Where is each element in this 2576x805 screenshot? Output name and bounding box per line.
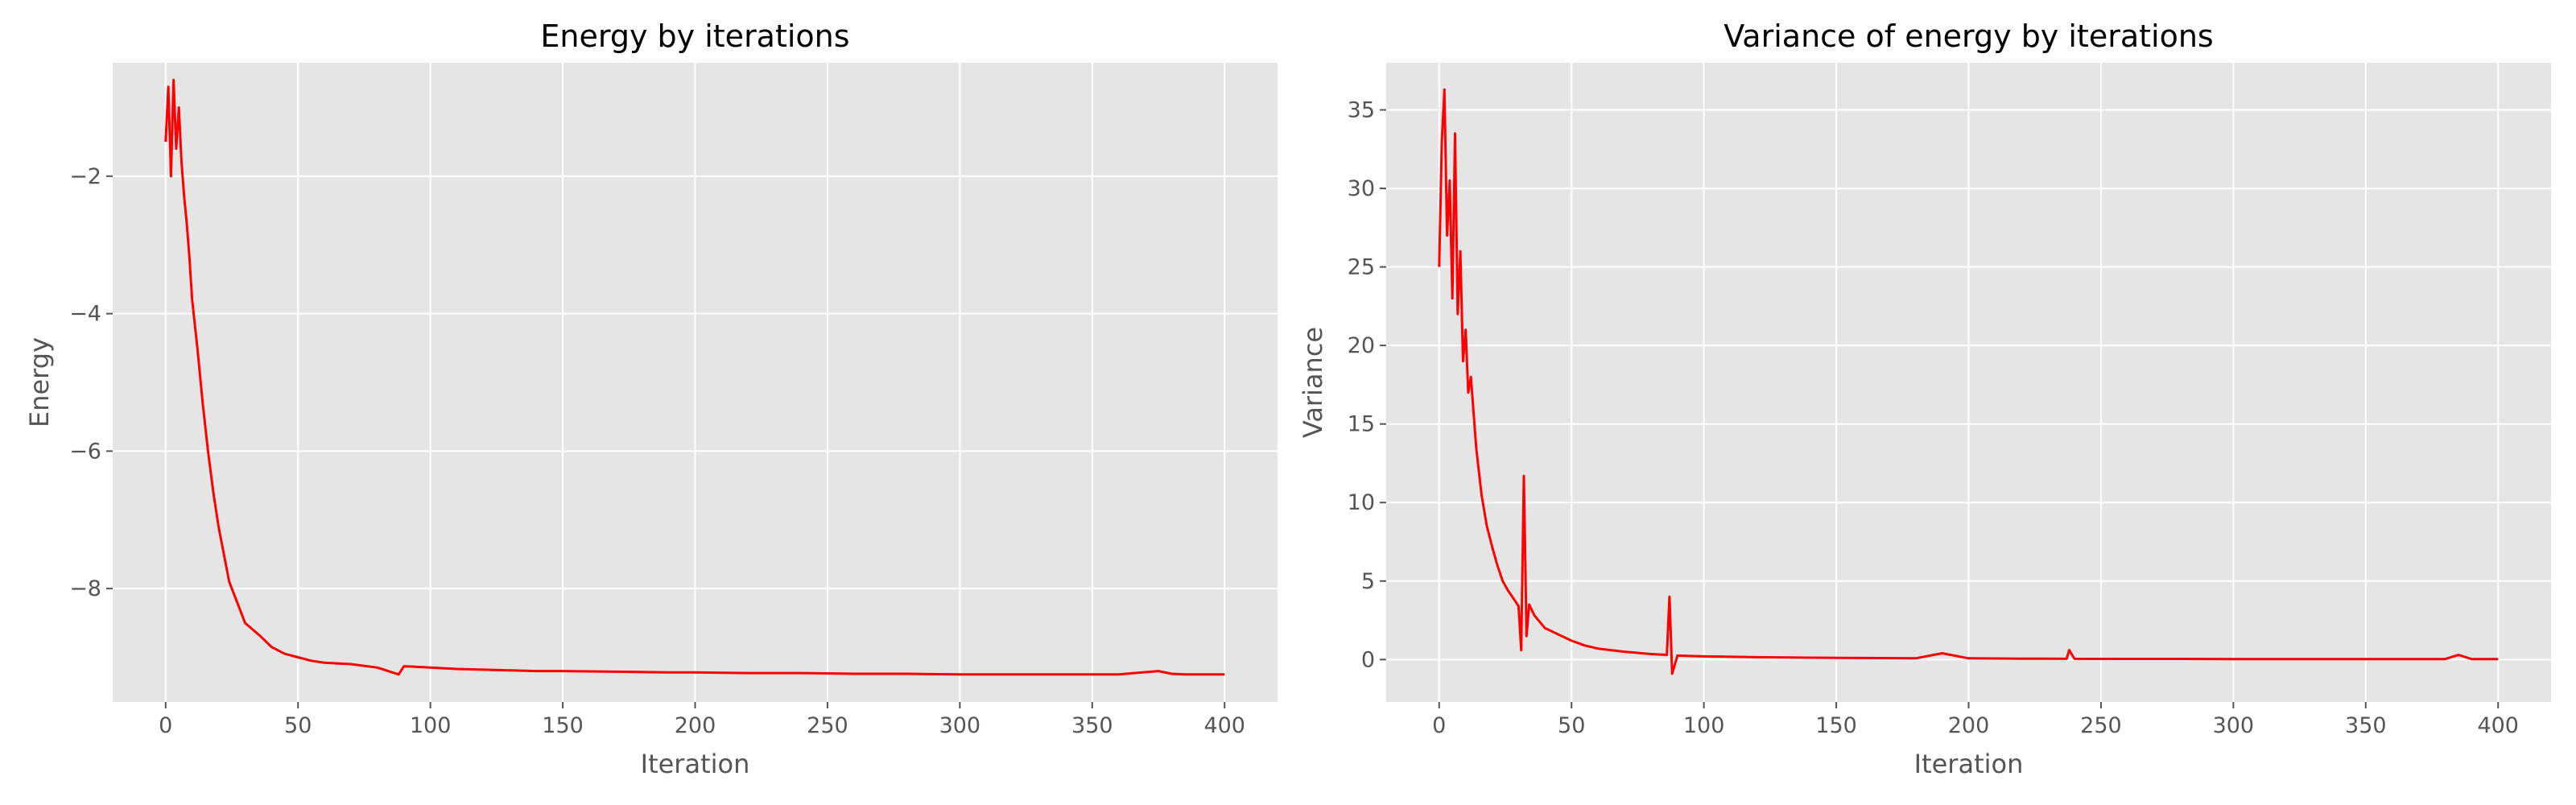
x-tick-label: 0 [159,713,172,738]
x-tick-label: 400 [2477,713,2519,738]
chart-title: Energy by iterations [540,19,849,54]
y-tick-label: −2 [69,164,101,189]
y-tick-label: 30 [1348,176,1375,201]
x-tick-label: 250 [2080,713,2122,738]
x-axis-label: Iteration [641,749,750,779]
x-tick-label: 250 [807,713,848,738]
x-tick-label: 350 [1071,713,1113,738]
panel-variance: 0 50 100 150 200 250 300 350 400 0 5 10 15 20 25 30 35 Va… [1298,19,2551,779]
x-tick-label: 200 [1948,713,1990,738]
y-tick-label: 5 [1361,569,1375,594]
x-tick-label: 200 [675,713,716,738]
y-tick-label: 0 [1361,647,1375,672]
x-tick-label: 0 [1432,713,1446,738]
x-tick-label: 150 [542,713,584,738]
x-tick-label: 50 [284,713,312,738]
x-tick-label: 100 [410,713,452,738]
x-tick-label: 150 [1815,713,1857,738]
y-tick-label: 20 [1348,333,1375,358]
x-axis-label: Iteration [1914,749,2024,779]
x-tick-label: 350 [2345,713,2387,738]
x-tick-label: 400 [1203,713,1245,738]
x-tick-label: 50 [1558,713,1585,738]
series-line [164,78,1225,676]
y-axis-label: Energy [24,337,55,427]
y-tick-label: 10 [1348,490,1375,515]
y-tick-label: 35 [1348,98,1375,123]
y-tick-label: 15 [1348,412,1375,437]
x-tick-label: 300 [2213,713,2255,738]
x-tick-label: 100 [1683,713,1725,738]
y-tick-label: −6 [69,439,101,464]
y-tick-label: −4 [69,302,101,327]
y-axis-label: Variance [1298,327,1328,438]
y-tick-label: −8 [69,576,101,601]
chart-title: Variance of energy by iterations [1724,19,2213,54]
series-line [1438,88,2499,675]
panel-energy: 0 50 100 150 200 250 300 350 400 −8 −6 −4 −2 Energy b… [24,19,1278,779]
y-tick-label: 25 [1348,255,1375,280]
x-tick-label: 300 [939,713,981,738]
